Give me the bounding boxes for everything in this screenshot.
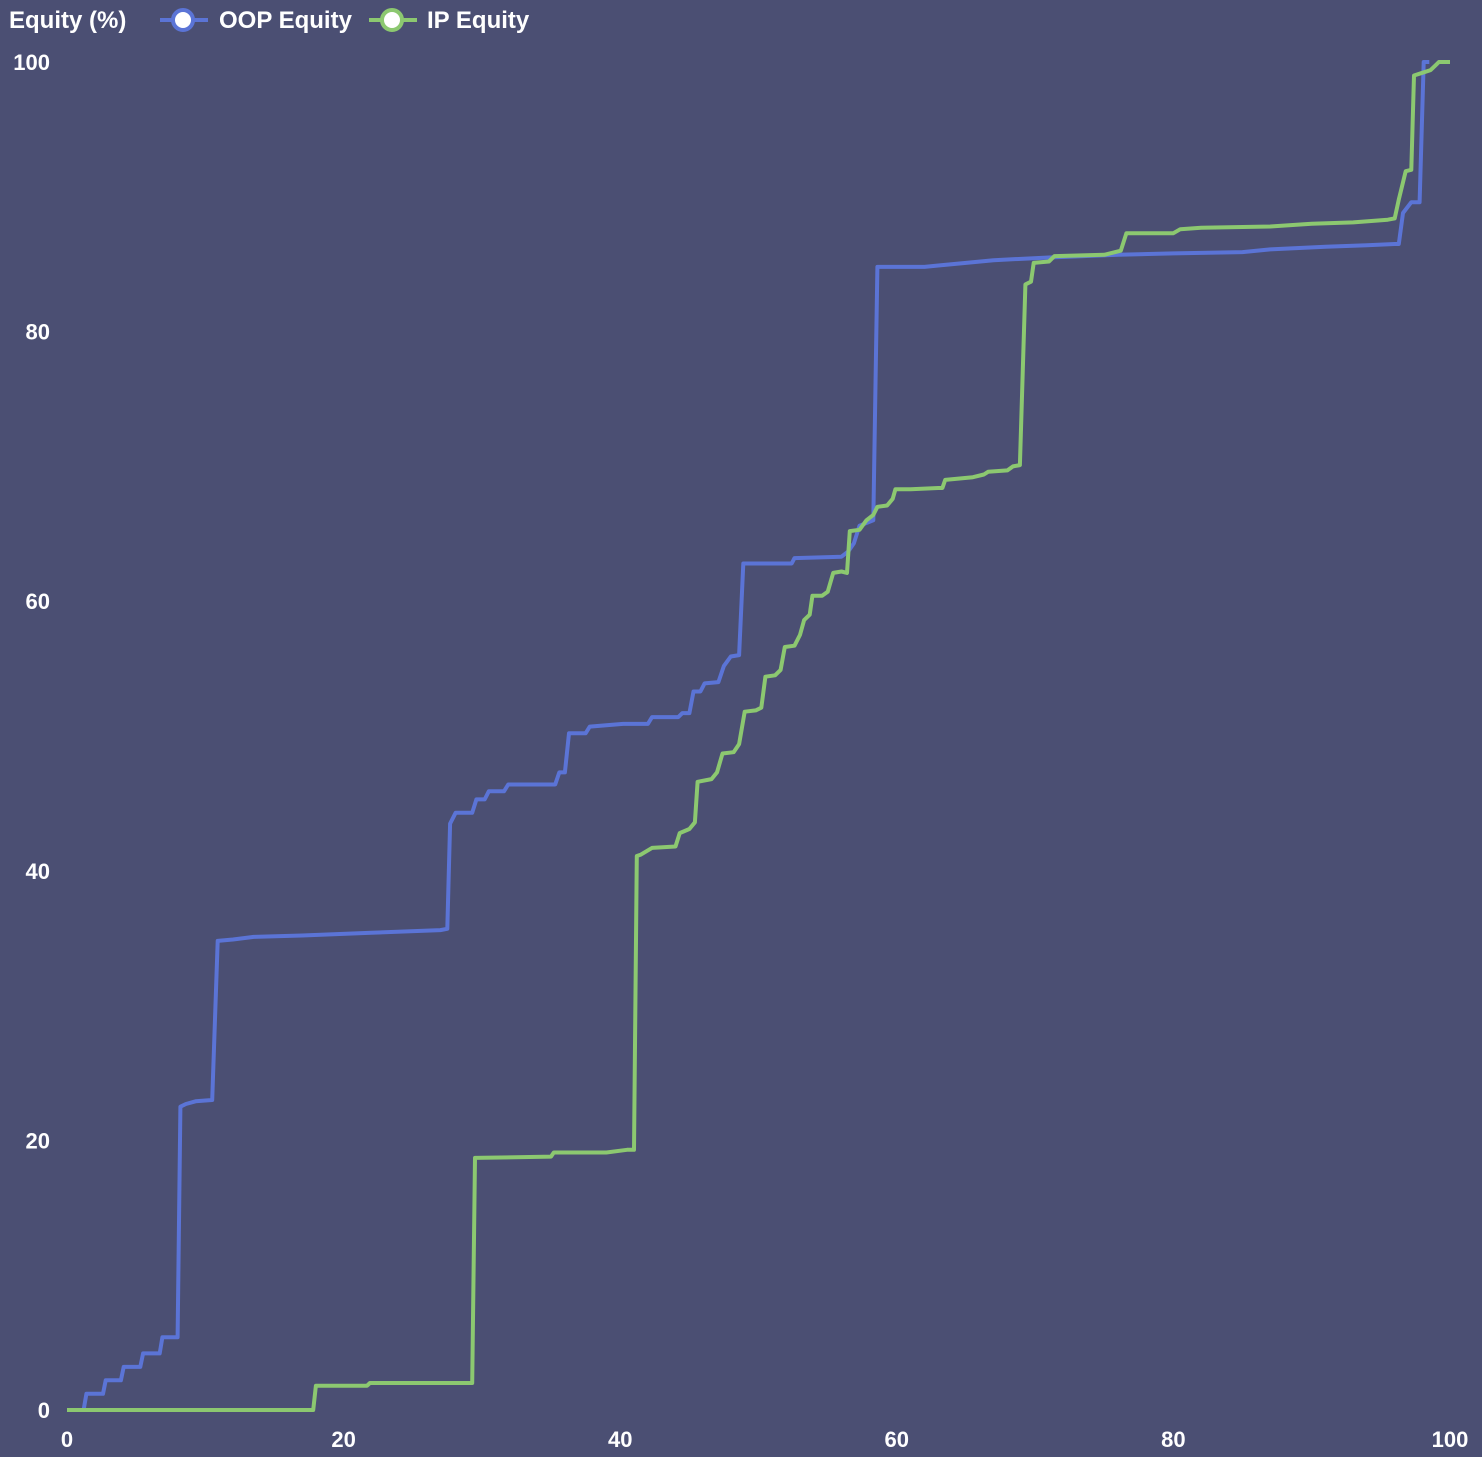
legend-marker-oop xyxy=(171,8,195,32)
y-tick-label: 80 xyxy=(26,320,50,345)
series-lines xyxy=(67,60,1450,1412)
y-tick-label: 20 xyxy=(26,1128,50,1153)
legend-marker-ip xyxy=(380,8,404,32)
y-tick-label: 0 xyxy=(38,1398,50,1423)
legend-item-ip[interactable]: IP Equity xyxy=(369,7,530,34)
legend-label-oop: OOP Equity xyxy=(219,7,353,34)
series-line-ip xyxy=(67,60,1450,1412)
y-tick-label: 100 xyxy=(13,50,50,75)
x-tick-label: 40 xyxy=(608,1427,632,1452)
legend-label-ip: IP Equity xyxy=(427,7,530,34)
x-tick-label: 60 xyxy=(885,1427,909,1452)
legend: Equity (%) OOP Equity IP Equity xyxy=(9,7,530,34)
x-tick-label: 20 xyxy=(331,1427,355,1452)
legend-item-oop[interactable]: OOP Equity xyxy=(160,7,353,34)
x-tick-label: 80 xyxy=(1161,1427,1185,1452)
y-axis-title: Equity (%) xyxy=(9,7,126,34)
series-line-oop xyxy=(67,60,1430,1412)
y-tick-label: 60 xyxy=(26,589,50,614)
axes: 0 20 40 60 80 100 0 20 40 60 80 100 xyxy=(13,50,1468,1452)
x-tick-label: 0 xyxy=(61,1427,73,1452)
x-tick-label: 100 xyxy=(1432,1427,1469,1452)
y-tick-label: 40 xyxy=(26,859,50,884)
